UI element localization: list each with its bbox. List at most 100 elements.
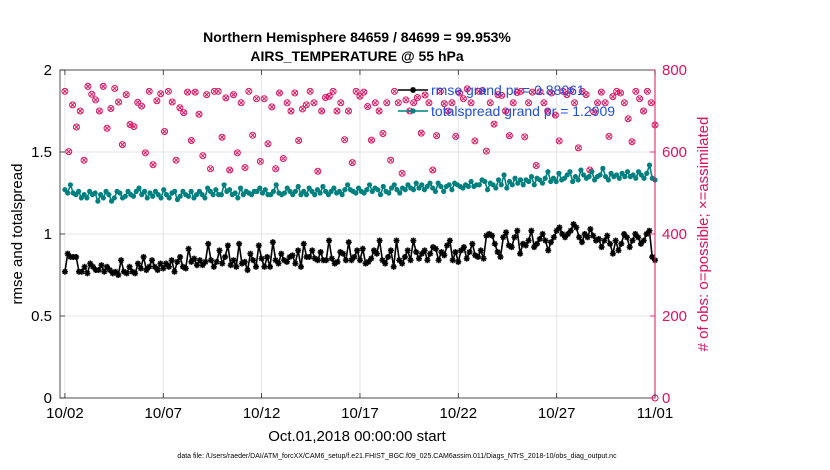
obs-assimilated-point <box>572 100 577 106</box>
totalspread-point <box>355 185 362 191</box>
chart-title: Northern Hemisphere 84659 / 84699 = 99.9… <box>203 29 511 45</box>
obs-assimilated-point <box>384 100 390 106</box>
obs-assimilated-point <box>257 159 263 164</box>
totalspread-point <box>84 195 90 201</box>
obs-possible-point <box>275 89 283 97</box>
obs-assimilated-point <box>296 138 302 143</box>
obs-possible-point <box>452 132 460 140</box>
obs-assimilated-point <box>303 102 309 108</box>
obs-possible-point <box>571 99 579 107</box>
obs-assimilated-point <box>204 92 210 97</box>
rmse-point <box>278 250 285 257</box>
totalspread-point <box>449 187 455 193</box>
obs-assimilated-point <box>530 89 535 95</box>
obs-possible-point <box>176 104 184 112</box>
totalspread-point <box>528 174 535 180</box>
totalspread-point <box>550 175 557 181</box>
totalspread-point <box>273 182 279 188</box>
rmse-point <box>640 237 647 244</box>
totalspread-point <box>314 187 321 193</box>
obs-assimilated-point <box>173 157 179 163</box>
obs-assimilated-point <box>365 104 370 109</box>
obs-assimilated-point <box>100 84 106 89</box>
rmse-point <box>345 239 352 246</box>
obs-possible-point <box>161 128 169 135</box>
rmse-point <box>171 268 178 275</box>
obs-assimilated-point <box>499 93 505 98</box>
rmse-point <box>466 249 473 256</box>
totalspread-point <box>172 188 178 194</box>
rmse-point <box>140 253 147 260</box>
totalspread-point <box>512 175 518 181</box>
rmse-point <box>73 253 80 260</box>
obs-possible-point <box>594 99 602 107</box>
obs-assimilated-point <box>380 131 386 136</box>
obs-possible-point <box>76 107 84 115</box>
totalspread-point <box>438 183 444 190</box>
totalspread-point <box>202 195 208 201</box>
obs-assimilated-point <box>231 92 236 97</box>
rmse-point <box>452 249 459 256</box>
obs-assimilated-point <box>177 105 183 111</box>
rmse-point <box>165 263 172 270</box>
obs-possible-point <box>222 94 230 102</box>
rmse-point <box>432 245 439 252</box>
rmse-point <box>317 249 324 256</box>
totalspread-point <box>78 195 84 201</box>
totalspread-point <box>589 169 595 175</box>
rmse-point <box>559 231 566 237</box>
y-tick-label: 1.5 <box>31 144 52 161</box>
totalspread-point <box>180 188 186 194</box>
totalspread-point <box>92 190 98 196</box>
obs-assimilated-point <box>610 94 616 100</box>
totalspread-point <box>240 192 246 198</box>
obs-possible-point <box>203 91 211 99</box>
rmse-point <box>160 265 167 272</box>
chart-subtitle: AIRS_TEMPERATURE @ 55 hPa <box>250 48 464 64</box>
rmse-point <box>612 237 619 244</box>
obs-possible-point <box>84 82 92 90</box>
obs-assimilated-point <box>618 90 623 96</box>
obs-possible-point <box>207 165 215 173</box>
rmse-point <box>168 257 175 264</box>
obs-possible-point <box>617 89 625 97</box>
obs-assimilated-point <box>250 132 256 138</box>
totalspread-point <box>295 183 301 190</box>
rmse-point <box>474 253 481 260</box>
obs-possible-point <box>498 91 506 99</box>
obs-assimilated-point <box>453 134 459 139</box>
rmse-point <box>306 253 313 260</box>
rmse-point <box>646 227 653 234</box>
totalspread-point <box>117 190 123 196</box>
obs-possible-point <box>528 88 536 96</box>
totalspread-point <box>495 177 502 183</box>
rmse-point <box>444 242 451 249</box>
totalspread-point <box>386 190 392 196</box>
totalspread-point <box>284 185 290 191</box>
rmse-point <box>199 262 206 269</box>
totalspread-point <box>413 180 419 186</box>
obs-possible-point <box>540 99 548 107</box>
obs-assimilated-point <box>85 84 91 89</box>
totalspread-point <box>561 175 568 181</box>
rmse-point <box>626 244 633 251</box>
totalspread-point <box>391 182 397 188</box>
rmse-point <box>222 253 229 260</box>
totalspread-point <box>586 174 592 180</box>
obs-assimilated-point <box>62 88 68 94</box>
obs-possible-point <box>306 87 314 95</box>
rmse-point <box>227 262 234 269</box>
obs-possible-point <box>253 95 261 103</box>
rmse-point <box>149 257 156 264</box>
obs-assimilated-point <box>568 88 574 93</box>
rmse-point <box>393 237 400 244</box>
rmse-point <box>623 234 630 241</box>
rmse-point <box>115 272 122 278</box>
obs-assimilated-point <box>166 88 171 94</box>
totalspread-point <box>103 188 109 194</box>
totalspread-point <box>161 187 167 193</box>
obs-possible-point <box>218 133 226 141</box>
obs-assimilated-point <box>533 163 539 168</box>
x-tick-label: 10/12 <box>243 405 281 422</box>
obs-assimilated-point <box>369 137 374 143</box>
